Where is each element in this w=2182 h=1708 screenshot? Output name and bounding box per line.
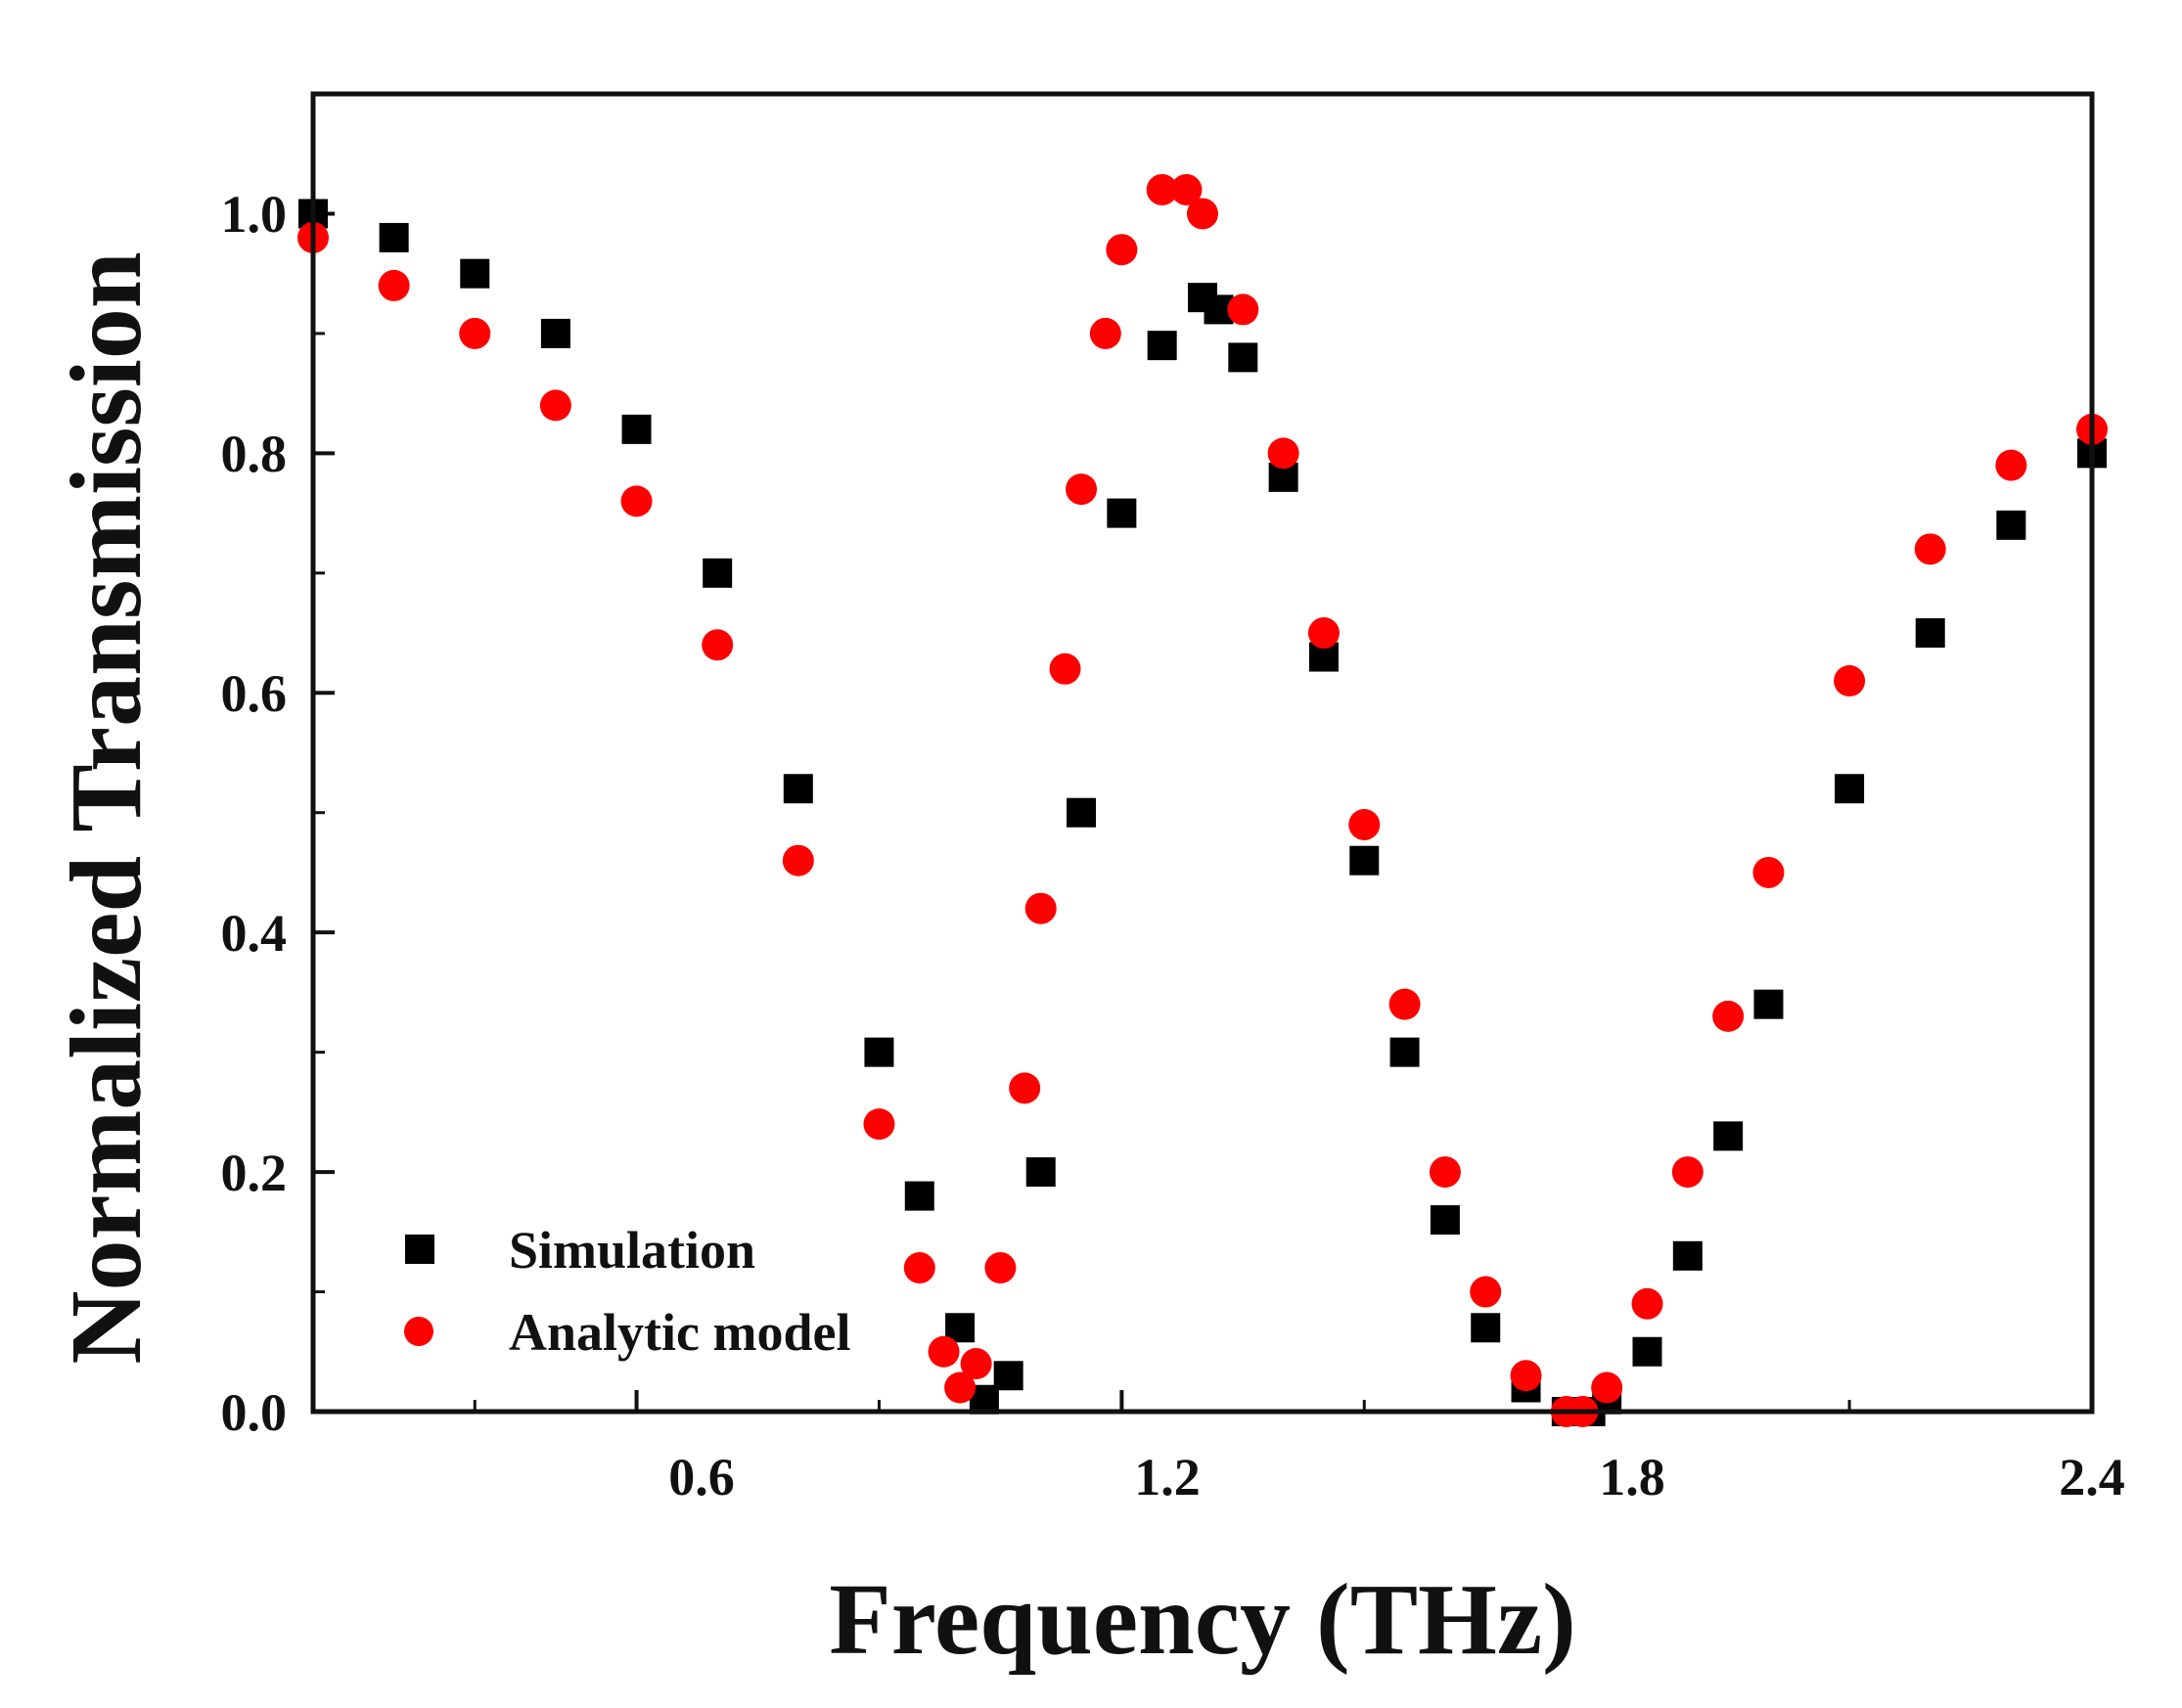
simulation-point bbox=[993, 1361, 1023, 1391]
legend-label-simulation: Simulation bbox=[509, 1221, 755, 1280]
analytic-model-point bbox=[782, 844, 814, 876]
x-tick-label: 0.6 bbox=[668, 1448, 735, 1506]
simulation-point bbox=[864, 1037, 894, 1067]
analytic-model-point bbox=[1914, 533, 1946, 565]
analytic-model-point bbox=[1170, 173, 1203, 205]
analytic-model-point bbox=[1267, 437, 1299, 470]
analytic-model-point bbox=[1066, 473, 1098, 506]
simulation-point bbox=[460, 258, 490, 289]
analytic-model-point bbox=[1009, 1072, 1041, 1104]
analytic-model-point bbox=[1227, 293, 1259, 326]
analytic-model-point bbox=[1752, 856, 1785, 888]
analytic-model-point bbox=[1187, 198, 1218, 230]
y-tick-label: 1.0 bbox=[221, 185, 288, 244]
y-tick-label: 0.4 bbox=[221, 904, 288, 963]
series-analytic-model bbox=[297, 173, 2108, 1427]
simulation-point bbox=[1713, 1121, 1744, 1151]
y-tick-label: 0.2 bbox=[221, 1144, 288, 1202]
simulation-point bbox=[1107, 498, 1137, 528]
simulation-point bbox=[1915, 618, 1945, 649]
analytic-model-point bbox=[944, 1371, 977, 1404]
analytic-model-point bbox=[1510, 1360, 1542, 1392]
simulation-point bbox=[1147, 331, 1177, 361]
legend: Simulation Analytic model bbox=[404, 1221, 850, 1362]
legend-marker-simulation bbox=[405, 1235, 434, 1264]
x-tick-label: 2.4 bbox=[2059, 1448, 2125, 1506]
simulation-point bbox=[904, 1181, 934, 1211]
simulation-point bbox=[1471, 1313, 1501, 1343]
x-tick-label: 1.8 bbox=[1599, 1448, 1665, 1506]
analytic-model-point bbox=[620, 485, 653, 517]
simulation-point bbox=[540, 318, 570, 348]
analytic-model-point bbox=[459, 317, 491, 349]
y-tick-label: 0.6 bbox=[221, 664, 288, 723]
legend-marker-analytic-model bbox=[404, 1317, 433, 1346]
simulation-point bbox=[1430, 1205, 1460, 1236]
analytic-model-point bbox=[1591, 1371, 1623, 1404]
x-tick-label: 1.2 bbox=[1134, 1448, 1201, 1506]
simulation-point bbox=[703, 558, 733, 588]
simulation-point bbox=[1067, 797, 1097, 828]
analytic-model-point bbox=[378, 269, 410, 301]
analytic-model-point bbox=[1671, 1156, 1704, 1189]
legend-label-analytic-model: Analytic model bbox=[509, 1303, 850, 1362]
analytic-model-point bbox=[1995, 449, 2027, 481]
simulation-point bbox=[1389, 1037, 1420, 1067]
analytic-model-point bbox=[1429, 1156, 1461, 1189]
analytic-model-point bbox=[984, 1252, 1017, 1284]
analytic-model-point bbox=[903, 1252, 935, 1284]
analytic-model-point bbox=[1106, 234, 1138, 266]
simulation-point bbox=[1996, 510, 2026, 540]
simulation-point bbox=[1835, 774, 1865, 804]
analytic-model-point bbox=[1089, 317, 1121, 349]
analytic-model-point bbox=[1307, 617, 1340, 650]
analytic-model-point bbox=[1146, 173, 1178, 205]
x-axis-title: Frequency (THz) bbox=[829, 1563, 1576, 1676]
y-tick-label: 0.0 bbox=[221, 1383, 288, 1442]
plot-area bbox=[313, 94, 2092, 1412]
simulation-point bbox=[1228, 342, 1258, 373]
analytic-model-point bbox=[1049, 652, 1081, 685]
analytic-model-point bbox=[1024, 892, 1057, 924]
y-tick-label: 0.8 bbox=[221, 425, 288, 483]
analytic-model-point bbox=[702, 629, 734, 661]
analytic-model-point bbox=[1388, 988, 1421, 1020]
analytic-model-point bbox=[1834, 665, 1866, 697]
analytic-model-point bbox=[1470, 1276, 1502, 1308]
simulation-point bbox=[1753, 989, 1784, 1019]
plot-frame bbox=[310, 91, 2095, 1415]
simulation-point bbox=[783, 774, 813, 804]
simulation-point bbox=[1349, 845, 1380, 876]
simulation-point bbox=[1025, 1157, 1056, 1188]
analytic-model-point bbox=[539, 389, 571, 422]
simulation-point bbox=[1672, 1240, 1703, 1271]
analytic-model-point bbox=[1631, 1287, 1663, 1320]
simulation-point bbox=[379, 222, 409, 252]
analytic-model-point bbox=[863, 1108, 895, 1141]
y-axis-title: Normalized Transmission bbox=[50, 251, 162, 1364]
analytic-model-point bbox=[960, 1348, 992, 1380]
analytic-model-point bbox=[1712, 1000, 1745, 1032]
analytic-model-point bbox=[928, 1335, 960, 1368]
simulation-point bbox=[1632, 1336, 1662, 1367]
simulation-point bbox=[621, 414, 652, 444]
analytic-model-point bbox=[1348, 808, 1381, 840]
